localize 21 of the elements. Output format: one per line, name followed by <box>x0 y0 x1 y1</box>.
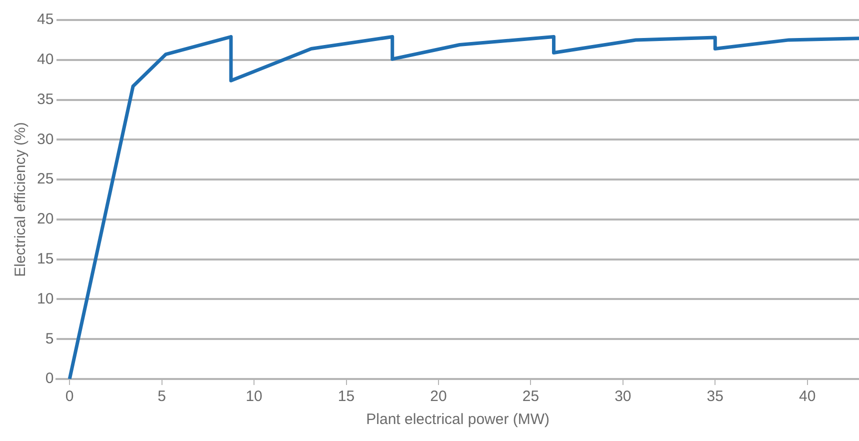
y-tick-label: 45 <box>36 11 54 28</box>
x-tick-label: 25 <box>522 388 540 406</box>
y-tick-label: 40 <box>36 51 54 68</box>
y-tick-label: 5 <box>45 330 54 348</box>
y-tick-label: 10 <box>36 290 54 308</box>
x-tick-label: 20 <box>430 388 447 406</box>
y-tick-label: 15 <box>36 250 54 268</box>
x-tick-label: 10 <box>246 388 262 406</box>
y-tick-label: 30 <box>36 130 54 148</box>
x-tick-label: 15 <box>338 388 355 406</box>
x-tick-label: 5 <box>158 388 166 406</box>
y-tick-label: 20 <box>36 210 54 228</box>
x-tick-label: 30 <box>614 388 632 406</box>
y-tick-label: 25 <box>36 170 54 188</box>
x-tick-label: 0 <box>65 388 74 406</box>
y-tick-label: 35 <box>36 90 54 108</box>
x-tick-label: 35 <box>706 388 724 406</box>
y-axis-title: Electrical efficiency (%) <box>12 122 30 277</box>
x-axis-title: Plant electrical power (MW) <box>366 411 550 428</box>
y-tick-label: 0 <box>45 370 54 388</box>
x-tick-label: 40 <box>799 388 816 406</box>
